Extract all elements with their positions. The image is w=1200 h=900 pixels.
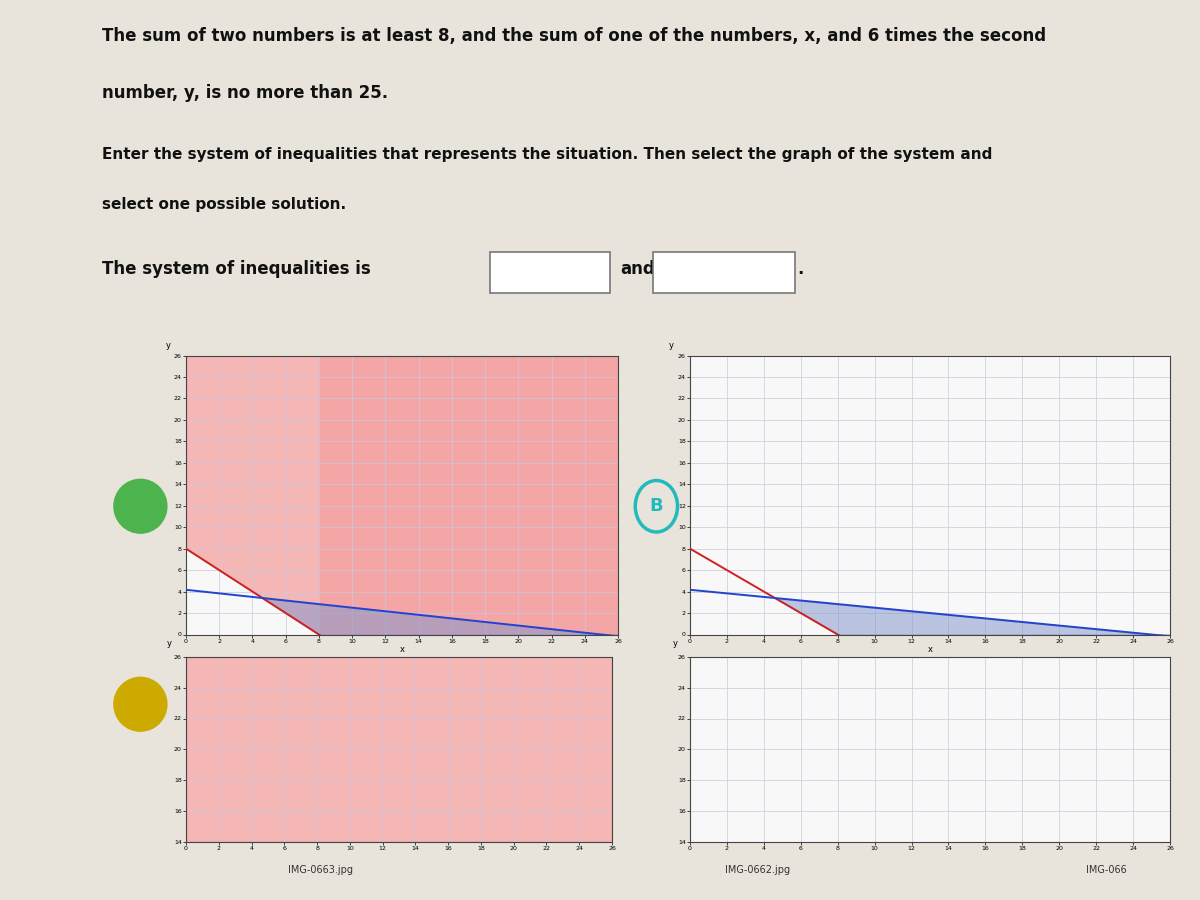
Text: number, y, is no more than 25.: number, y, is no more than 25. [102,84,388,102]
Text: A: A [133,497,148,516]
Y-axis label: y: y [167,639,172,648]
FancyBboxPatch shape [654,252,796,293]
Text: Enter the system of inequalities that represents the situation. Then select the : Enter the system of inequalities that re… [102,147,992,162]
Text: IMG-0662.jpg: IMG-0662.jpg [725,865,790,876]
Text: B: B [649,497,664,515]
Text: IMG-066: IMG-066 [1086,865,1127,876]
X-axis label: x: x [400,645,404,654]
Circle shape [114,480,167,533]
Y-axis label: y: y [167,341,172,350]
Text: The sum of two numbers is at least 8, and the sum of one of the numbers, x, and : The sum of two numbers is at least 8, an… [102,27,1046,45]
Text: IMG-0663.jpg: IMG-0663.jpg [288,865,353,876]
Text: select one possible solution.: select one possible solution. [102,197,346,212]
FancyBboxPatch shape [490,252,610,293]
Circle shape [114,678,167,731]
Text: .: . [798,260,804,278]
Text: and: and [620,260,655,278]
Text: The system of inequalities is: The system of inequalities is [102,260,371,278]
Y-axis label: y: y [668,341,673,350]
Y-axis label: y: y [673,639,678,648]
X-axis label: x: x [928,645,932,654]
